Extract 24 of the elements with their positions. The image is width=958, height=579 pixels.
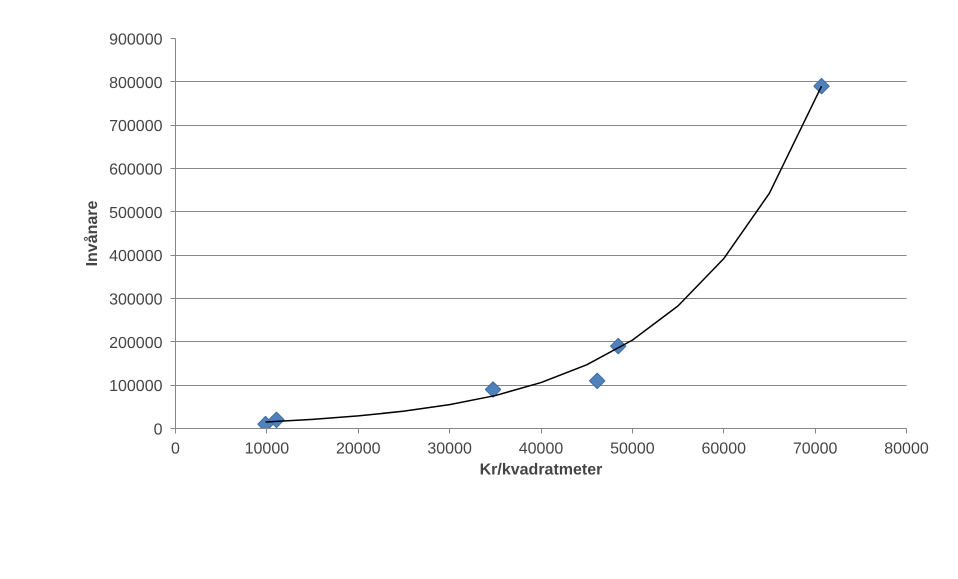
- point: [813, 78, 830, 94]
- y-tick-label: 200000: [109, 334, 163, 352]
- y-tick-label: 100000: [109, 378, 163, 396]
- point: [588, 372, 606, 390]
- y-tick-label: 600000: [109, 162, 163, 178]
- y-tick-label: 800000: [109, 74, 163, 92]
- y-tick-label: 500000: [109, 204, 163, 222]
- y-tick-label: 700000: [109, 118, 163, 136]
- y-tick-label: 300000: [109, 292, 163, 308]
- x-axis-title: Kr/kvadratmeter: [480, 462, 602, 478]
- x-tick-label: 50000: [610, 440, 655, 458]
- y-axis-title: Invånare: [83, 200, 102, 266]
- point: [484, 381, 502, 398]
- x-tick-label: 20000: [336, 440, 381, 458]
- x-tick-label: 70000: [792, 440, 838, 458]
- y-tick-label: 0: [154, 422, 163, 438]
- x-tick-label: 10000: [244, 440, 290, 458]
- y-tick-label: 400000: [109, 248, 163, 266]
- x-tick-label: 0: [171, 440, 180, 458]
- x-tick-label: 40000: [518, 440, 564, 458]
- y-tick-label: 900000: [109, 32, 163, 48]
- x-tick-label: 30000: [427, 440, 472, 458]
- x-tick-label: 80000: [884, 440, 929, 458]
- x-tick-label: 60000: [702, 440, 746, 458]
